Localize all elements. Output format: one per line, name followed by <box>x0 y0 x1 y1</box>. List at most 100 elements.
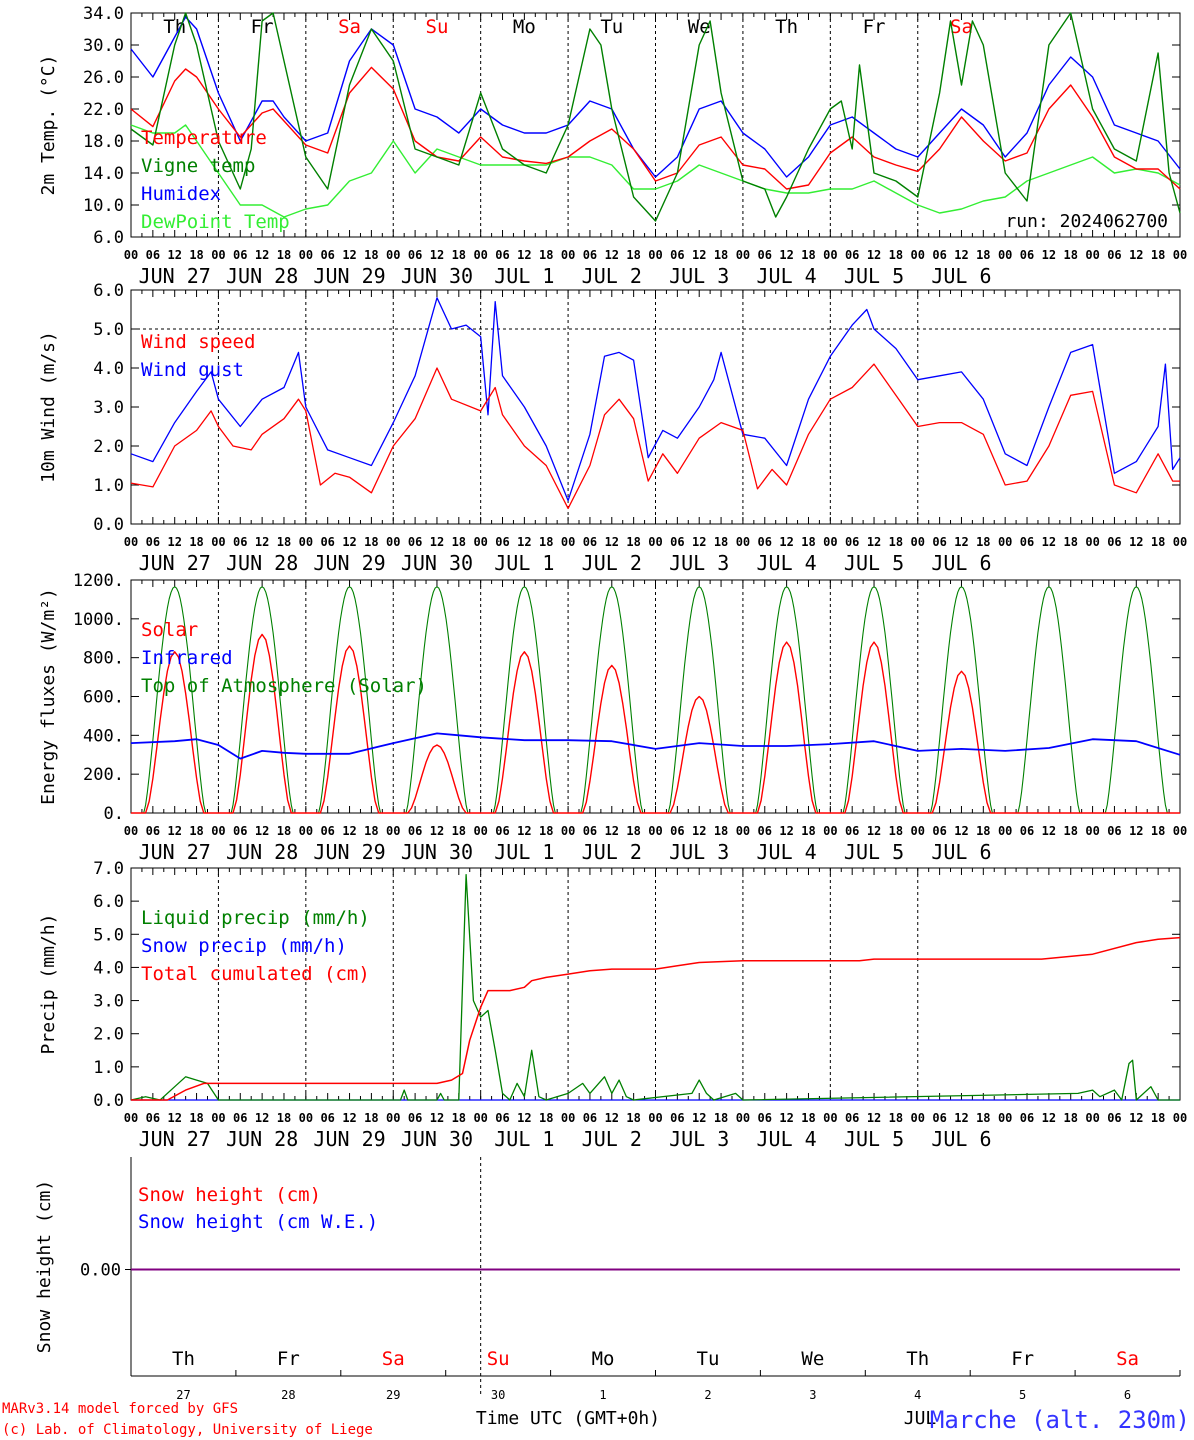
x-tick-label: 06 <box>845 824 859 838</box>
y-tick-label: 400. <box>83 726 124 746</box>
weekday-label: Sa <box>338 16 361 38</box>
date-label: JUN 27 <box>139 551 211 575</box>
x-tick-label: 06 <box>495 248 509 262</box>
date-label: JUN 30 <box>401 551 473 575</box>
x-tick-label: 12 <box>1129 1111 1143 1125</box>
date-label: JUN 30 <box>401 840 473 864</box>
x-tick-label: 18 <box>626 824 640 838</box>
x-tick-label: 12 <box>605 535 619 549</box>
x-tick-label: 00 <box>736 535 750 549</box>
x-tick-label: 18 <box>1064 824 1078 838</box>
x-tick-label: 00 <box>124 1111 138 1125</box>
y-tick-label: 200. <box>83 765 124 785</box>
y-tick-label: 6.0 <box>93 281 124 301</box>
date-label: JUN 28 <box>226 840 298 864</box>
x-tick-label: 06 <box>233 535 247 549</box>
x-tick-label: 12 <box>867 248 881 262</box>
x-tick-label: 12 <box>342 824 356 838</box>
weekday-label: Fr <box>1011 1348 1034 1370</box>
x-tick-label: 06 <box>1020 824 1034 838</box>
day-number-label: 6 <box>1124 1388 1131 1402</box>
x-tick-label: 12 <box>430 824 444 838</box>
date-label: JUL 6 <box>931 1127 991 1151</box>
weekday-label: Tu <box>697 1348 720 1370</box>
date-label: JUL 2 <box>582 551 642 575</box>
x-tick-label: 00 <box>736 1111 750 1125</box>
x-tick-label: 06 <box>495 1111 509 1125</box>
series-top-of-atmosphere <box>131 586 1179 814</box>
x-tick-label: 00 <box>211 248 225 262</box>
x-tick-label: 12 <box>954 1111 968 1125</box>
x-tick-label: 06 <box>495 824 509 838</box>
x-tick-label: 06 <box>758 1111 772 1125</box>
x-tick-label: 06 <box>932 535 946 549</box>
x-tick-label: 12 <box>605 1111 619 1125</box>
x-tick-label: 00 <box>823 824 837 838</box>
x-tick-label: 06 <box>670 1111 684 1125</box>
y-tick-label: 3.0 <box>93 992 124 1012</box>
x-tick-label: 12 <box>867 824 881 838</box>
panel-2: 00 06 12 18 00 06 12 18 00 06 12 18 00 06 12 18 00 06 12 18… <box>38 281 1187 575</box>
x-tick-label: 18 <box>976 824 990 838</box>
y-tick-label: 600. <box>83 688 124 708</box>
x-tick-label: 06 <box>758 824 772 838</box>
x-tick-label: 18 <box>452 1111 466 1125</box>
x-tick-label: 06 <box>670 824 684 838</box>
legend-total-cumulated-cm-: Total cumulated (cm) <box>141 963 370 985</box>
date-label: JUN 29 <box>313 840 385 864</box>
series-temperature <box>130 66 1181 190</box>
date-label: JUN 27 <box>139 264 211 288</box>
x-tick-label: 00 <box>1085 824 1099 838</box>
y-axis-label: Snow height (cm) <box>34 1180 55 1353</box>
x-tick-label: 18 <box>1064 1111 1078 1125</box>
weekday-label: Su <box>487 1348 510 1370</box>
series-total-cumulated <box>131 936 1181 1101</box>
date-label: JUL 2 <box>582 840 642 864</box>
x-tick-label: 18 <box>364 824 378 838</box>
x-tick-label: 00 <box>211 824 225 838</box>
y-axis-label: Energy fluxes (W/m²) <box>38 588 59 805</box>
panel-1: 00 06 12 18 00 06 12 18 00 06 12 18 00 06 12 18 00 06 12 18… <box>38 4 1187 288</box>
series-solar <box>131 633 1180 814</box>
x-tick-label: 06 <box>670 535 684 549</box>
y-tick-label: 0.0 <box>93 1091 124 1111</box>
date-label: JUN 27 <box>139 840 211 864</box>
x-tick-label: 06 <box>233 824 247 838</box>
x-tick-label: 12 <box>692 824 706 838</box>
legend-liquid-precip-mm-h-: Liquid precip (mm/h) <box>141 907 370 929</box>
x-tick-label: 12 <box>605 248 619 262</box>
legend-wind-gust: Wind gust <box>141 359 244 381</box>
series-dewpoint-temp <box>130 124 1181 218</box>
x-tick-label: 00 <box>1173 824 1187 838</box>
x-tick-label: 00 <box>211 1111 225 1125</box>
x-tick-label: 00 <box>998 248 1012 262</box>
date-label: JUL 1 <box>494 840 554 864</box>
legend-wind-speed: Wind speed <box>141 331 255 353</box>
x-tick-label: 06 <box>758 535 772 549</box>
x-tick-label: 00 <box>386 248 400 262</box>
legend-vigne-temp: Vigne temp <box>141 155 255 177</box>
x-tick-label: 18 <box>364 535 378 549</box>
date-label: JUL 3 <box>669 1127 729 1151</box>
y-tick-label: 4.0 <box>93 958 124 978</box>
x-tick-label: 00 <box>561 248 575 262</box>
x-tick-label: 18 <box>1151 824 1165 838</box>
date-label: JUL 5 <box>844 1127 904 1151</box>
x-tick-label: 12 <box>779 824 793 838</box>
x-tick-label: 18 <box>539 248 553 262</box>
x-tick-label: 00 <box>736 248 750 262</box>
y-tick-label: 5.0 <box>93 925 124 945</box>
x-tick-label: 06 <box>670 248 684 262</box>
x-tick-label: 18 <box>452 248 466 262</box>
y-tick-label: 6.0 <box>93 892 124 912</box>
date-label: JUL 5 <box>844 264 904 288</box>
x-tick-label: 12 <box>430 1111 444 1125</box>
date-label: JUL 3 <box>669 264 729 288</box>
date-label: JUN 27 <box>139 1127 211 1151</box>
weekday-label: Sa <box>950 16 973 38</box>
weekday-label: Mo <box>592 1348 615 1370</box>
y-tick-label: 18.0 <box>83 132 124 152</box>
x-tick-label: 12 <box>954 535 968 549</box>
x-tick-label: 06 <box>320 824 334 838</box>
